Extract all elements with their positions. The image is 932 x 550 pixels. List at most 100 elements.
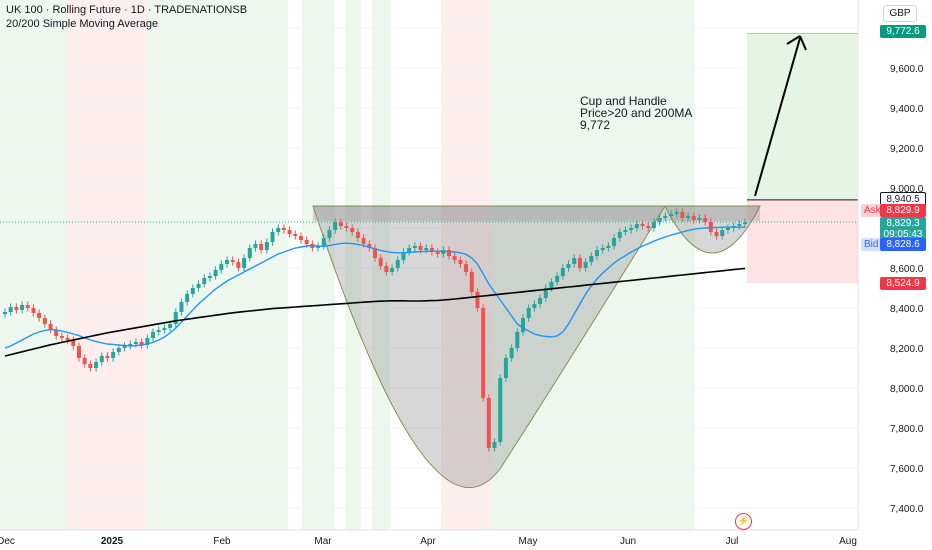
candle-body [725,228,730,230]
ask-tag: Ask [861,204,884,217]
currency-button[interactable]: GBP [883,5,917,22]
candle-body [54,330,59,336]
y-tick-label: 9,000.0 [890,184,924,195]
candle-body [236,262,241,268]
last-price-badge: 8,829.3 [880,217,926,230]
candle-body [71,340,76,346]
candle-body [612,238,617,246]
candle-body [247,248,252,258]
cup-shape [312,205,666,489]
x-tick-label: Jul [726,536,739,547]
candle-body [48,324,53,330]
candle-body [111,352,116,358]
candle-body [316,246,321,248]
candle-body [25,305,30,308]
candle-body [304,240,309,244]
candle-body [669,214,673,216]
annotation-line-2: Price>20 and 200MA [580,106,693,120]
candle-body [617,232,622,238]
candle-body [703,218,708,222]
candle-body [8,307,13,312]
candle-body [122,346,127,348]
candle-body [686,216,691,218]
candle-body [225,260,229,264]
candle-body [486,398,491,448]
candle-body [498,378,503,442]
candle-body [264,242,269,250]
candle-body [173,312,178,324]
bid-price-badge: 8,828.6 [880,238,926,251]
y-tick-label: 9,600.0 [890,64,924,75]
candle-body [429,248,434,252]
candle-body [37,313,42,318]
candle-body [743,222,747,224]
candle-body [475,292,480,308]
session-band [0,0,67,530]
session-band [146,0,288,530]
tradingview-logo-icon[interactable]: ⚡ [735,513,752,530]
candle-body [230,260,235,262]
candle-body [133,342,138,344]
candle-body [560,268,565,276]
candle-body [452,256,457,260]
candle-body [281,228,286,230]
candle-body [680,212,685,218]
candle-body [190,288,195,294]
candle-body [566,264,571,268]
candle-body [418,246,423,250]
y-tick-label: 7,600.0 [890,464,924,475]
y-tick-label: 8,600.0 [890,264,924,275]
candle-body [390,268,395,272]
ma20-line [4,226,745,349]
candle-body [14,307,19,310]
candle-body [691,216,696,220]
candle-body [253,244,258,248]
candle-body [538,298,543,304]
x-tick-label: Jun [620,536,636,547]
candle-body [589,256,594,262]
candle-body [77,346,81,358]
candle-body [697,218,702,220]
candle-body [526,308,531,318]
candle-body [407,248,412,252]
x-tick-label: Feb [213,536,231,547]
candle-body [168,324,173,328]
x-tick-label: Aug [839,536,857,547]
candle-body [94,362,99,368]
candle-body [367,244,372,248]
candle-body [509,348,514,358]
profit-zone [747,33,858,200]
candle-body [219,264,224,270]
y-tick-label: 8,200.0 [890,344,924,355]
candle-body [503,358,508,378]
candle-body [293,234,298,236]
candle-body [185,294,190,302]
candle-body [714,232,719,236]
candle-body [287,230,292,234]
candle-body [606,246,611,248]
candle-body [259,244,264,250]
candle-body [99,356,104,362]
ma200-line [4,267,746,357]
indicator-legend[interactable]: 20/200 Simple Moving Average [6,18,159,30]
candle-body [20,305,25,310]
candle-body [640,224,645,226]
candle-body [145,338,150,345]
target-price-badge: 9,772.6 [880,25,926,38]
candle-body [59,336,64,338]
candle-body [162,328,167,330]
y-tick-label: 8,000.0 [890,384,924,395]
candle-body [737,224,742,226]
y-tick-label: 7,400.0 [890,504,924,515]
candle-body [629,228,634,230]
candle-body [276,228,281,232]
candle-body [350,228,355,232]
candle-body [583,262,588,268]
candle-body [515,332,520,348]
ask-price-badge: 8,829.9 [880,204,926,217]
session-band [302,0,335,530]
pattern-annotation: Cup and Handle Price>20 and 200MA 9,772 [580,95,692,131]
candle-body [378,258,383,266]
candle-body [600,248,605,250]
